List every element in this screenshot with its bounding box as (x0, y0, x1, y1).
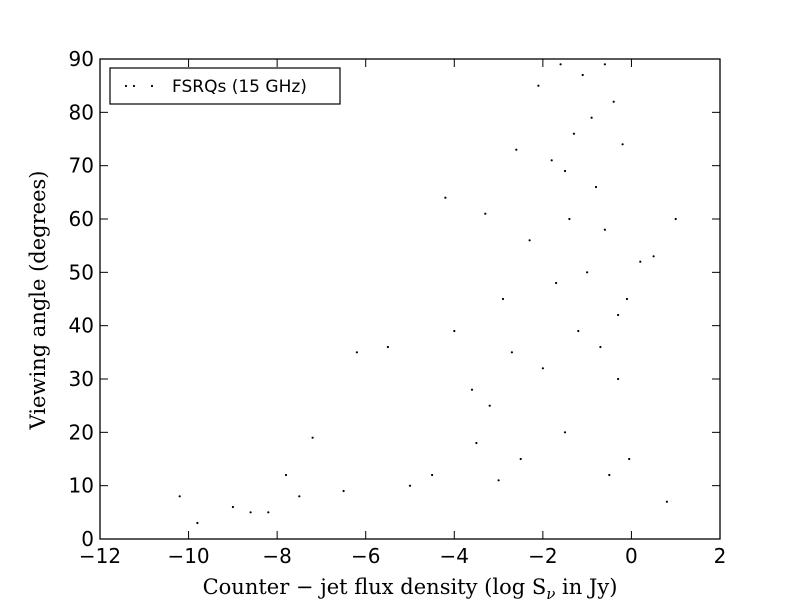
data-point (528, 239, 531, 242)
y-tick-label: 10 (69, 474, 94, 498)
data-point (625, 297, 629, 301)
y-tick-label: 70 (69, 154, 94, 178)
data-point (550, 159, 553, 162)
scatter-points (178, 63, 677, 525)
data-point (563, 169, 567, 173)
legend-marker (150, 84, 154, 88)
data-point (572, 132, 576, 135)
data-point (599, 345, 602, 349)
legend-box (109, 67, 341, 105)
data-point (617, 377, 620, 381)
data-point (612, 100, 615, 103)
y-tick-label: 30 (69, 367, 94, 391)
data-point (475, 441, 478, 445)
data-point (196, 521, 199, 525)
x-tick-label: −12 (79, 544, 121, 568)
data-point (453, 329, 456, 333)
data-point (594, 185, 598, 189)
data-point (488, 404, 491, 407)
data-point (231, 505, 234, 509)
data-point (628, 457, 631, 461)
data-point (178, 495, 181, 498)
y-tick-label: 0 (81, 527, 94, 551)
data-point (555, 281, 558, 285)
x-tick-label: −10 (167, 544, 209, 568)
data-point (311, 436, 314, 439)
data-point (617, 313, 620, 317)
x-tick-label: −8 (262, 544, 291, 568)
data-point (342, 489, 345, 493)
data-point (559, 63, 562, 66)
data-point (652, 255, 655, 258)
data-point (577, 329, 580, 333)
data-point (355, 351, 358, 354)
data-point (408, 484, 412, 487)
data-point (501, 297, 505, 301)
data-point (639, 260, 642, 263)
y-tick-label: 50 (69, 260, 94, 284)
data-point (386, 345, 389, 349)
y-tick-label: 80 (69, 100, 94, 124)
x-axis-title: Counter − jet flux density (log Sν in Jy… (203, 575, 618, 600)
x-tick-label: −6 (351, 544, 380, 568)
y-tick-label: 60 (69, 207, 94, 231)
data-point (590, 116, 593, 119)
data-point (581, 73, 584, 77)
legend-label: FSRQs (15 GHz) (172, 77, 307, 97)
data-point (484, 212, 487, 215)
y-axis-title: Viewing angle (degrees) (26, 171, 50, 431)
data-point (665, 500, 669, 503)
data-point (470, 388, 474, 391)
legend-marker (124, 84, 128, 88)
y-tick-label: 40 (69, 314, 94, 338)
data-point (568, 217, 571, 221)
data-point (249, 511, 252, 514)
x-axis-title-main: Counter − jet flux density (log S (203, 575, 547, 599)
data-point (541, 367, 545, 370)
data-point (284, 473, 288, 477)
data-point (621, 143, 624, 146)
data-point (608, 473, 611, 477)
data-point (267, 511, 270, 514)
data-point (431, 473, 434, 477)
data-point (510, 351, 513, 354)
x-tick-label: 2 (714, 544, 727, 568)
y-tick-label: 20 (69, 420, 94, 444)
data-point (519, 457, 522, 461)
data-point (515, 148, 518, 151)
x-axis-title-suffix: in Jy) (555, 575, 617, 599)
x-tick-label: −4 (440, 544, 469, 568)
data-point (563, 431, 567, 434)
plot-area-frame (99, 58, 721, 540)
y-tick-label: 90 (69, 47, 94, 71)
data-point (586, 271, 589, 274)
data-point (603, 228, 607, 231)
data-point (537, 84, 540, 87)
x-tick-label: −2 (528, 544, 557, 568)
data-point (444, 196, 447, 199)
data-point (497, 479, 500, 482)
data-point (603, 63, 607, 66)
x-axis-title-subscript: ν (546, 585, 555, 600)
legend: FSRQs (15 GHz) (109, 67, 341, 105)
data-point (298, 495, 301, 498)
x-tick-label: 0 (625, 544, 638, 568)
legend-marker (132, 84, 136, 88)
data-point (674, 217, 677, 221)
